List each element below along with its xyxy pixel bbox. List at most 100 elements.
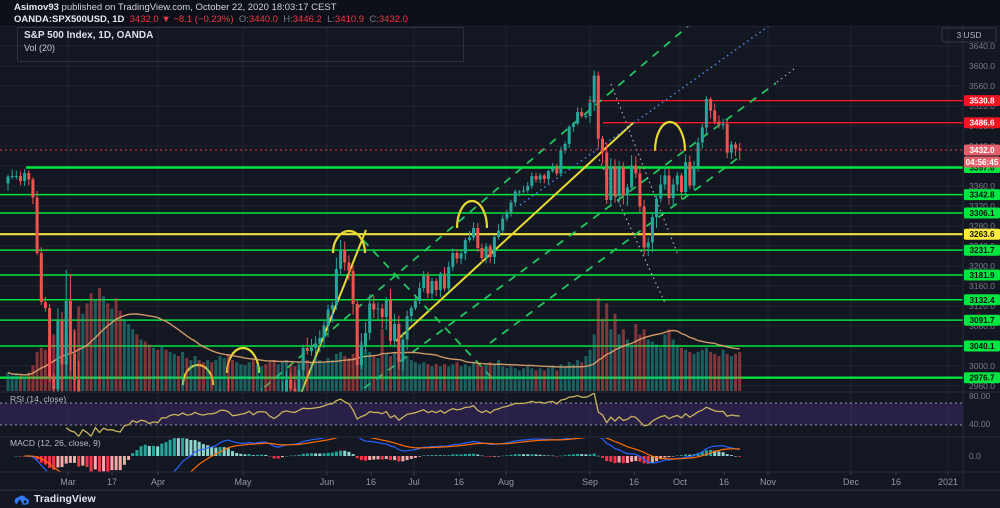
last-price: 3432.0	[129, 14, 159, 25]
rsi-axis-bottom: 40.00	[969, 419, 991, 429]
time-axis-label: Mar	[60, 477, 76, 487]
volume-bar	[226, 353, 230, 391]
macd-hist-bar	[14, 456, 18, 457]
volume-bar	[692, 353, 696, 391]
tradingview-logo-icon[interactable]	[12, 494, 32, 507]
volume-bar	[534, 370, 538, 391]
chart-legend[interactable]: S&P 500 Index, 1D, OANDA Vol (20)	[24, 30, 153, 53]
svg-text:3132.4: 3132.4	[969, 296, 994, 305]
volume-bar	[522, 368, 525, 391]
candles	[6, 70, 742, 392]
volume-bar	[617, 334, 621, 392]
macd-hist-bar	[438, 455, 442, 456]
volume-bar	[405, 356, 409, 391]
rsi-pane-title[interactable]: RSI (14, close)	[10, 394, 67, 404]
macd-hist-bar	[89, 456, 93, 472]
macd-hist-bar	[650, 456, 654, 463]
chart-canvas[interactable]: 2960.03000.03040.03080.03120.03160.03200…	[0, 26, 1000, 490]
volume-bar	[605, 303, 609, 391]
volume-bar	[264, 364, 268, 391]
price-badge	[964, 244, 1000, 256]
svg-text:3091.7: 3091.7	[969, 316, 994, 325]
macd-hist-bar	[613, 456, 617, 464]
volume-bar	[93, 300, 97, 391]
volume-bar	[592, 334, 596, 392]
macd-hist-bar	[443, 455, 446, 456]
symbol-name: OANDA:SPX500USD, 1D	[14, 14, 125, 25]
volume-bar	[260, 366, 264, 391]
macd-hist-bar	[426, 455, 430, 456]
macd-hist-bar	[488, 456, 492, 457]
volume-bar	[118, 310, 122, 391]
macd-pane[interactable]	[14, 430, 742, 490]
volume-bar	[376, 358, 380, 391]
macd-pane-title[interactable]: MACD (12, 26, close, 9)	[10, 438, 101, 448]
volume-bar	[139, 339, 143, 391]
macd-signal-line	[24, 438, 740, 472]
volume-bar	[634, 324, 638, 392]
volume-bar	[172, 353, 176, 391]
trendline-green_dash	[489, 154, 743, 344]
macd-hist-bar	[222, 447, 226, 456]
volume-bar	[700, 349, 704, 391]
legend-title[interactable]: S&P 500 Index, 1D, OANDA	[24, 30, 154, 41]
volume-bar	[156, 349, 160, 391]
volume-bar	[638, 334, 642, 392]
volume-bar	[675, 344, 679, 391]
macd-hist-bar	[85, 456, 89, 467]
macd-hist-bar	[106, 456, 110, 472]
volume-bar	[43, 349, 47, 391]
macd-hist-bar	[102, 456, 106, 472]
macd-hist-bar	[542, 455, 546, 456]
volume-bar	[526, 366, 530, 391]
macd-hist-bar	[81, 456, 85, 466]
volume-bar	[418, 364, 422, 391]
macd-hist-bar	[468, 453, 471, 456]
close-value: 3432.0	[378, 14, 408, 25]
macd-hist-bar	[459, 454, 463, 456]
price-pane[interactable]	[0, 26, 963, 490]
price-tick-label: 3280.0	[969, 221, 995, 231]
macd-hist-bar	[19, 456, 22, 457]
macd-hist-bar	[243, 454, 247, 456]
svg-text:3530.8: 3530.8	[969, 97, 994, 106]
legend-box	[17, 27, 464, 62]
volume-bar	[339, 351, 343, 391]
price-tick-label: 3200.0	[969, 261, 995, 271]
volume-bar	[389, 356, 392, 391]
time-axis-label: Jul	[408, 477, 420, 487]
tradingview-brand-text[interactable]: TradingView	[34, 493, 96, 505]
macd-hist-bar	[185, 438, 189, 456]
high-key: H:	[283, 14, 293, 25]
macd-hist-bar	[476, 454, 480, 456]
macd-hist-bar	[617, 456, 621, 463]
volume-bar	[596, 298, 600, 391]
macd-hist-bar	[355, 456, 359, 459]
macd-hist-bar	[409, 456, 413, 459]
macd-hist-bar	[77, 456, 81, 467]
rsi-axis-top: 80.00	[969, 391, 991, 401]
volume-bar	[688, 351, 692, 391]
macd-hist-bar	[389, 456, 392, 461]
macd-hist-bar	[172, 438, 176, 456]
macd-hist-bar	[347, 451, 351, 456]
volume-bar	[372, 356, 376, 391]
legend-volume-indicator[interactable]: Vol (20)	[24, 43, 56, 53]
macd-hist-bar	[226, 448, 230, 456]
volume-bar	[613, 313, 617, 392]
macd-hist-bar	[322, 453, 326, 456]
volume-bar	[52, 334, 56, 392]
volume-bar	[239, 364, 243, 391]
macd-hist-bar	[181, 438, 185, 456]
volume-bar	[19, 375, 22, 391]
time-axis-label: 17	[107, 477, 117, 487]
volume-bar	[555, 370, 559, 391]
macd-hist-bar	[380, 456, 384, 460]
volume-bar	[642, 329, 646, 391]
rsi-pane[interactable]	[0, 393, 963, 437]
macd-hist-bar	[434, 455, 438, 456]
chart-area[interactable]: 2960.03000.03040.03080.03120.03160.03200…	[0, 26, 1000, 490]
price-badge	[964, 156, 1000, 168]
macd-hist-bar	[314, 453, 318, 456]
time-axis-label: 16	[629, 477, 639, 487]
